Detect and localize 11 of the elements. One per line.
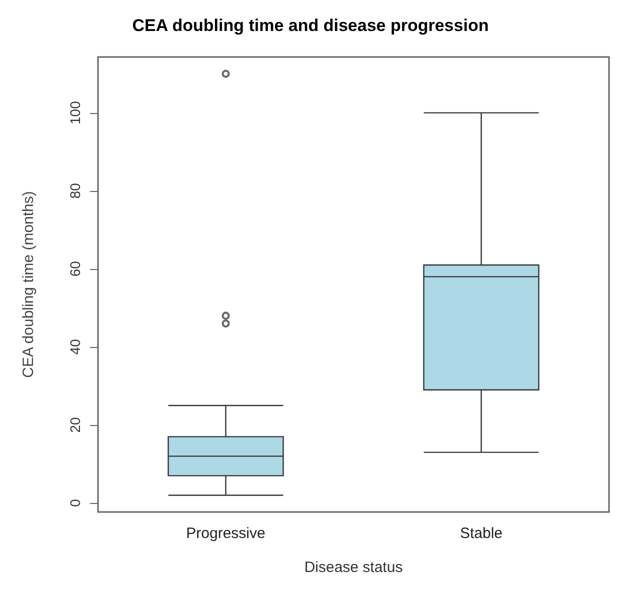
y-tick-label: 80: [67, 182, 83, 199]
y-tick-label: 0: [67, 498, 83, 507]
chart-title: CEA doubling time and disease progression: [132, 16, 489, 35]
y-axis-title: CEA doubling time (months): [20, 191, 37, 378]
y-tick-label: 60: [67, 260, 83, 277]
y-tick-label: 100: [67, 100, 83, 124]
x-axis-title: Disease status: [304, 559, 403, 576]
y-tick-label: 40: [67, 338, 83, 355]
x-tick-label: Progressive: [186, 525, 266, 542]
x-tick-label: Stable: [460, 525, 503, 542]
y-tick-label: 20: [67, 416, 83, 433]
